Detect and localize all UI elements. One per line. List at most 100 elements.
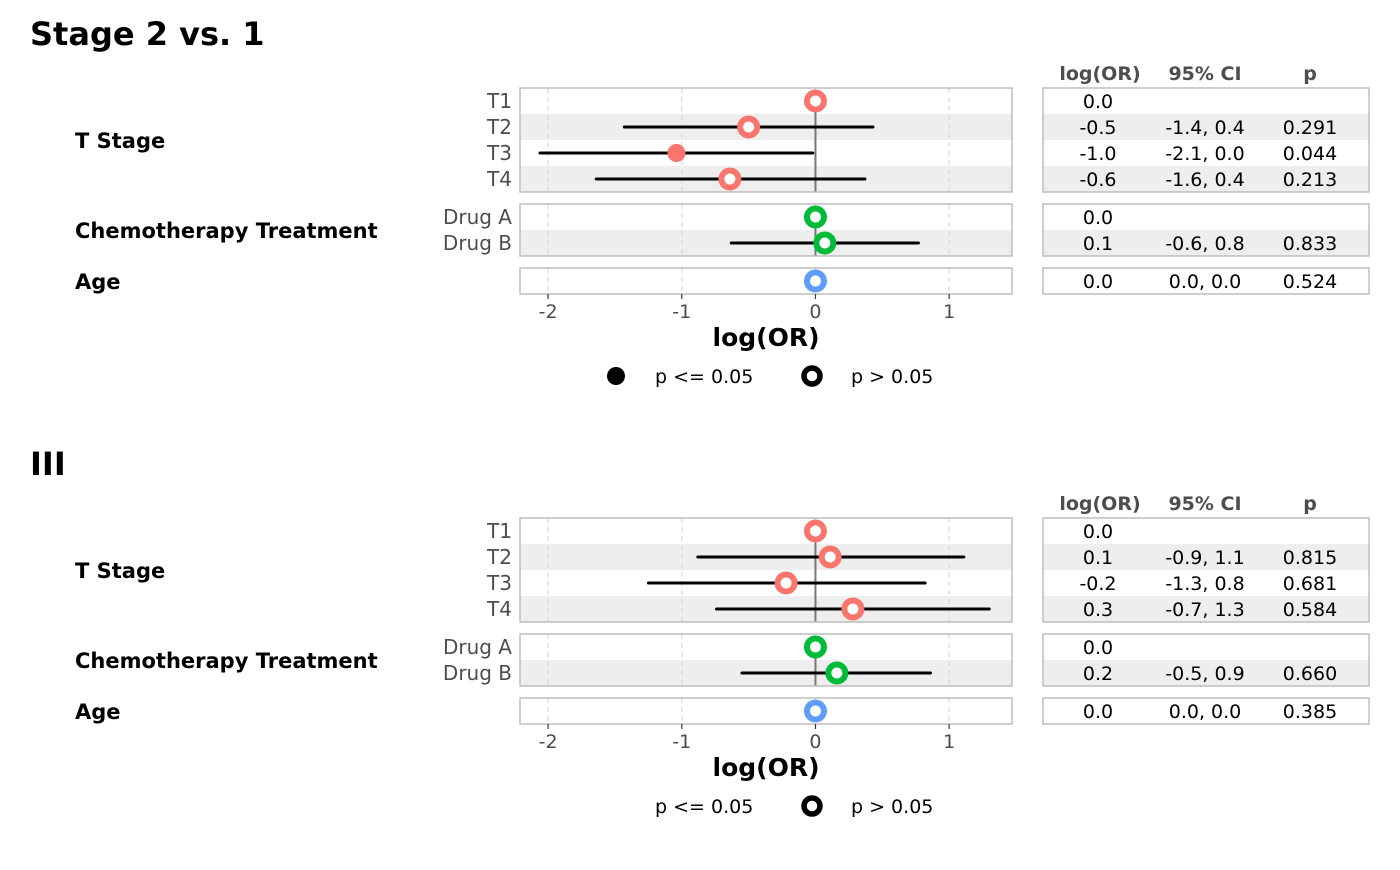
p-value-text: 0.044 — [1283, 143, 1337, 165]
estimate-text: 0.0 — [1083, 701, 1113, 723]
point-estimate-open — [737, 115, 761, 139]
group-label: T Stage — [75, 129, 165, 153]
plot-panel — [519, 267, 1013, 295]
estimate-text: -1.0 — [1079, 143, 1116, 165]
ci-text: -1.3, 0.8 — [1165, 573, 1244, 595]
x-tick-label: -2 — [539, 301, 558, 323]
group-label: T Stage — [75, 559, 165, 583]
estimate-text: 0.0 — [1083, 91, 1113, 113]
estimate-text: 0.1 — [1083, 547, 1113, 569]
point-estimate-open — [803, 205, 827, 229]
table-panel — [1042, 87, 1370, 193]
level-label: T4 — [486, 597, 512, 621]
table-row-stripe — [1043, 230, 1369, 256]
point-estimate-open — [803, 519, 827, 543]
level-label: T2 — [486, 115, 512, 139]
legend-label-nonsignificant: p > 0.05 — [851, 796, 933, 818]
estimate-text: 0.0 — [1083, 637, 1113, 659]
point-estimate-open — [803, 89, 827, 113]
estimate-text: -0.5 — [1079, 117, 1116, 139]
level-label: Drug A — [443, 205, 512, 229]
plot-panel — [519, 633, 1013, 687]
estimate-text: -0.2 — [1079, 573, 1116, 595]
p-value-text: 0.660 — [1283, 663, 1337, 685]
point-estimate-open — [718, 167, 742, 191]
x-tick-label: 0 — [809, 301, 821, 323]
level-label: Drug B — [443, 231, 512, 255]
legend-marker-open — [801, 795, 823, 817]
estimate-text: 0.3 — [1083, 599, 1113, 621]
x-tick-label: -1 — [672, 301, 691, 323]
ci-text: -0.7, 1.3 — [1165, 599, 1244, 621]
estimate-text: 0.0 — [1083, 521, 1113, 543]
x-axis-title: log(OR) — [713, 323, 820, 352]
group-label: Chemotherapy Treatment — [75, 219, 378, 243]
ci-text: -0.9, 1.1 — [1165, 547, 1244, 569]
table-panel — [1042, 697, 1370, 725]
table-panel — [1042, 517, 1370, 623]
forest-section: Stage 2 vs. 1 log(OR) 95% CI p T Stage T1 0.0 T… — [30, 15, 1370, 388]
point-estimate-open — [774, 571, 798, 595]
level-label: T1 — [486, 519, 512, 543]
section-title: Stage 2 vs. 1 — [30, 15, 265, 53]
section-title: III — [30, 445, 66, 483]
ci-text: -0.6, 0.8 — [1165, 233, 1244, 255]
plot-panel — [519, 517, 1013, 623]
level-label: Drug A — [443, 635, 512, 659]
table-panel — [1042, 267, 1370, 295]
plot-panel — [519, 87, 1013, 193]
p-value-text: 0.213 — [1283, 169, 1337, 191]
legend-marker-open — [801, 365, 823, 387]
p-value-text: 0.524 — [1283, 271, 1337, 293]
point-estimate-open — [803, 269, 827, 293]
table-header: log(OR) — [1059, 63, 1140, 85]
group-label: Chemotherapy Treatment — [75, 649, 378, 673]
table-panel — [1042, 633, 1370, 687]
ci-text: 0.0, 0.0 — [1169, 271, 1242, 293]
x-tick-label: 0 — [809, 731, 821, 753]
level-label: T4 — [486, 167, 512, 191]
ci-text: -1.6, 0.4 — [1165, 169, 1244, 191]
table-header: p — [1303, 493, 1317, 515]
p-value-text: 0.815 — [1283, 547, 1337, 569]
x-tick-label: 1 — [943, 731, 955, 753]
estimate-text: 0.0 — [1083, 271, 1113, 293]
table-row-stripe — [1043, 544, 1369, 570]
table-panel — [1042, 203, 1370, 257]
table-row-stripe — [1043, 596, 1369, 622]
legend-marker-filled — [607, 367, 625, 385]
point-estimate-open — [841, 597, 865, 621]
group-label: Age — [75, 270, 121, 294]
point-estimate-open — [818, 545, 842, 569]
estimate-text: 0.2 — [1083, 663, 1113, 685]
p-value-text: 0.584 — [1283, 599, 1337, 621]
legend-label-significant: p <= 0.05 — [655, 796, 753, 818]
level-label: Drug B — [443, 661, 512, 685]
table-header: 95% CI — [1168, 493, 1241, 515]
x-tick-label: 1 — [943, 301, 955, 323]
table-header: log(OR) — [1059, 493, 1140, 515]
p-value-text: 0.681 — [1283, 573, 1337, 595]
point-estimate-filled — [667, 144, 686, 162]
table-header: p — [1303, 63, 1317, 85]
point-estimate-open — [825, 661, 849, 685]
x-tick-label: -1 — [672, 731, 691, 753]
p-value-text: 0.833 — [1283, 233, 1337, 255]
estimate-text: -0.6 — [1079, 169, 1116, 191]
estimate-text: 0.1 — [1083, 233, 1113, 255]
ci-text: -1.4, 0.4 — [1165, 117, 1244, 139]
level-label: T3 — [486, 141, 512, 165]
level-label: T3 — [486, 571, 512, 595]
table-row-stripe — [1043, 660, 1369, 686]
plot-panel — [519, 697, 1013, 725]
point-estimate-open — [813, 231, 837, 255]
table-header: 95% CI — [1168, 63, 1241, 85]
point-estimate-open — [803, 699, 827, 723]
p-value-text: 0.385 — [1283, 701, 1337, 723]
point-estimate-open — [803, 635, 827, 659]
level-label: T2 — [486, 545, 512, 569]
ci-text: 0.0, 0.0 — [1169, 701, 1242, 723]
legend-label-significant: p <= 0.05 — [655, 366, 753, 388]
estimate-text: 0.0 — [1083, 207, 1113, 229]
p-value-text: 0.291 — [1283, 117, 1337, 139]
